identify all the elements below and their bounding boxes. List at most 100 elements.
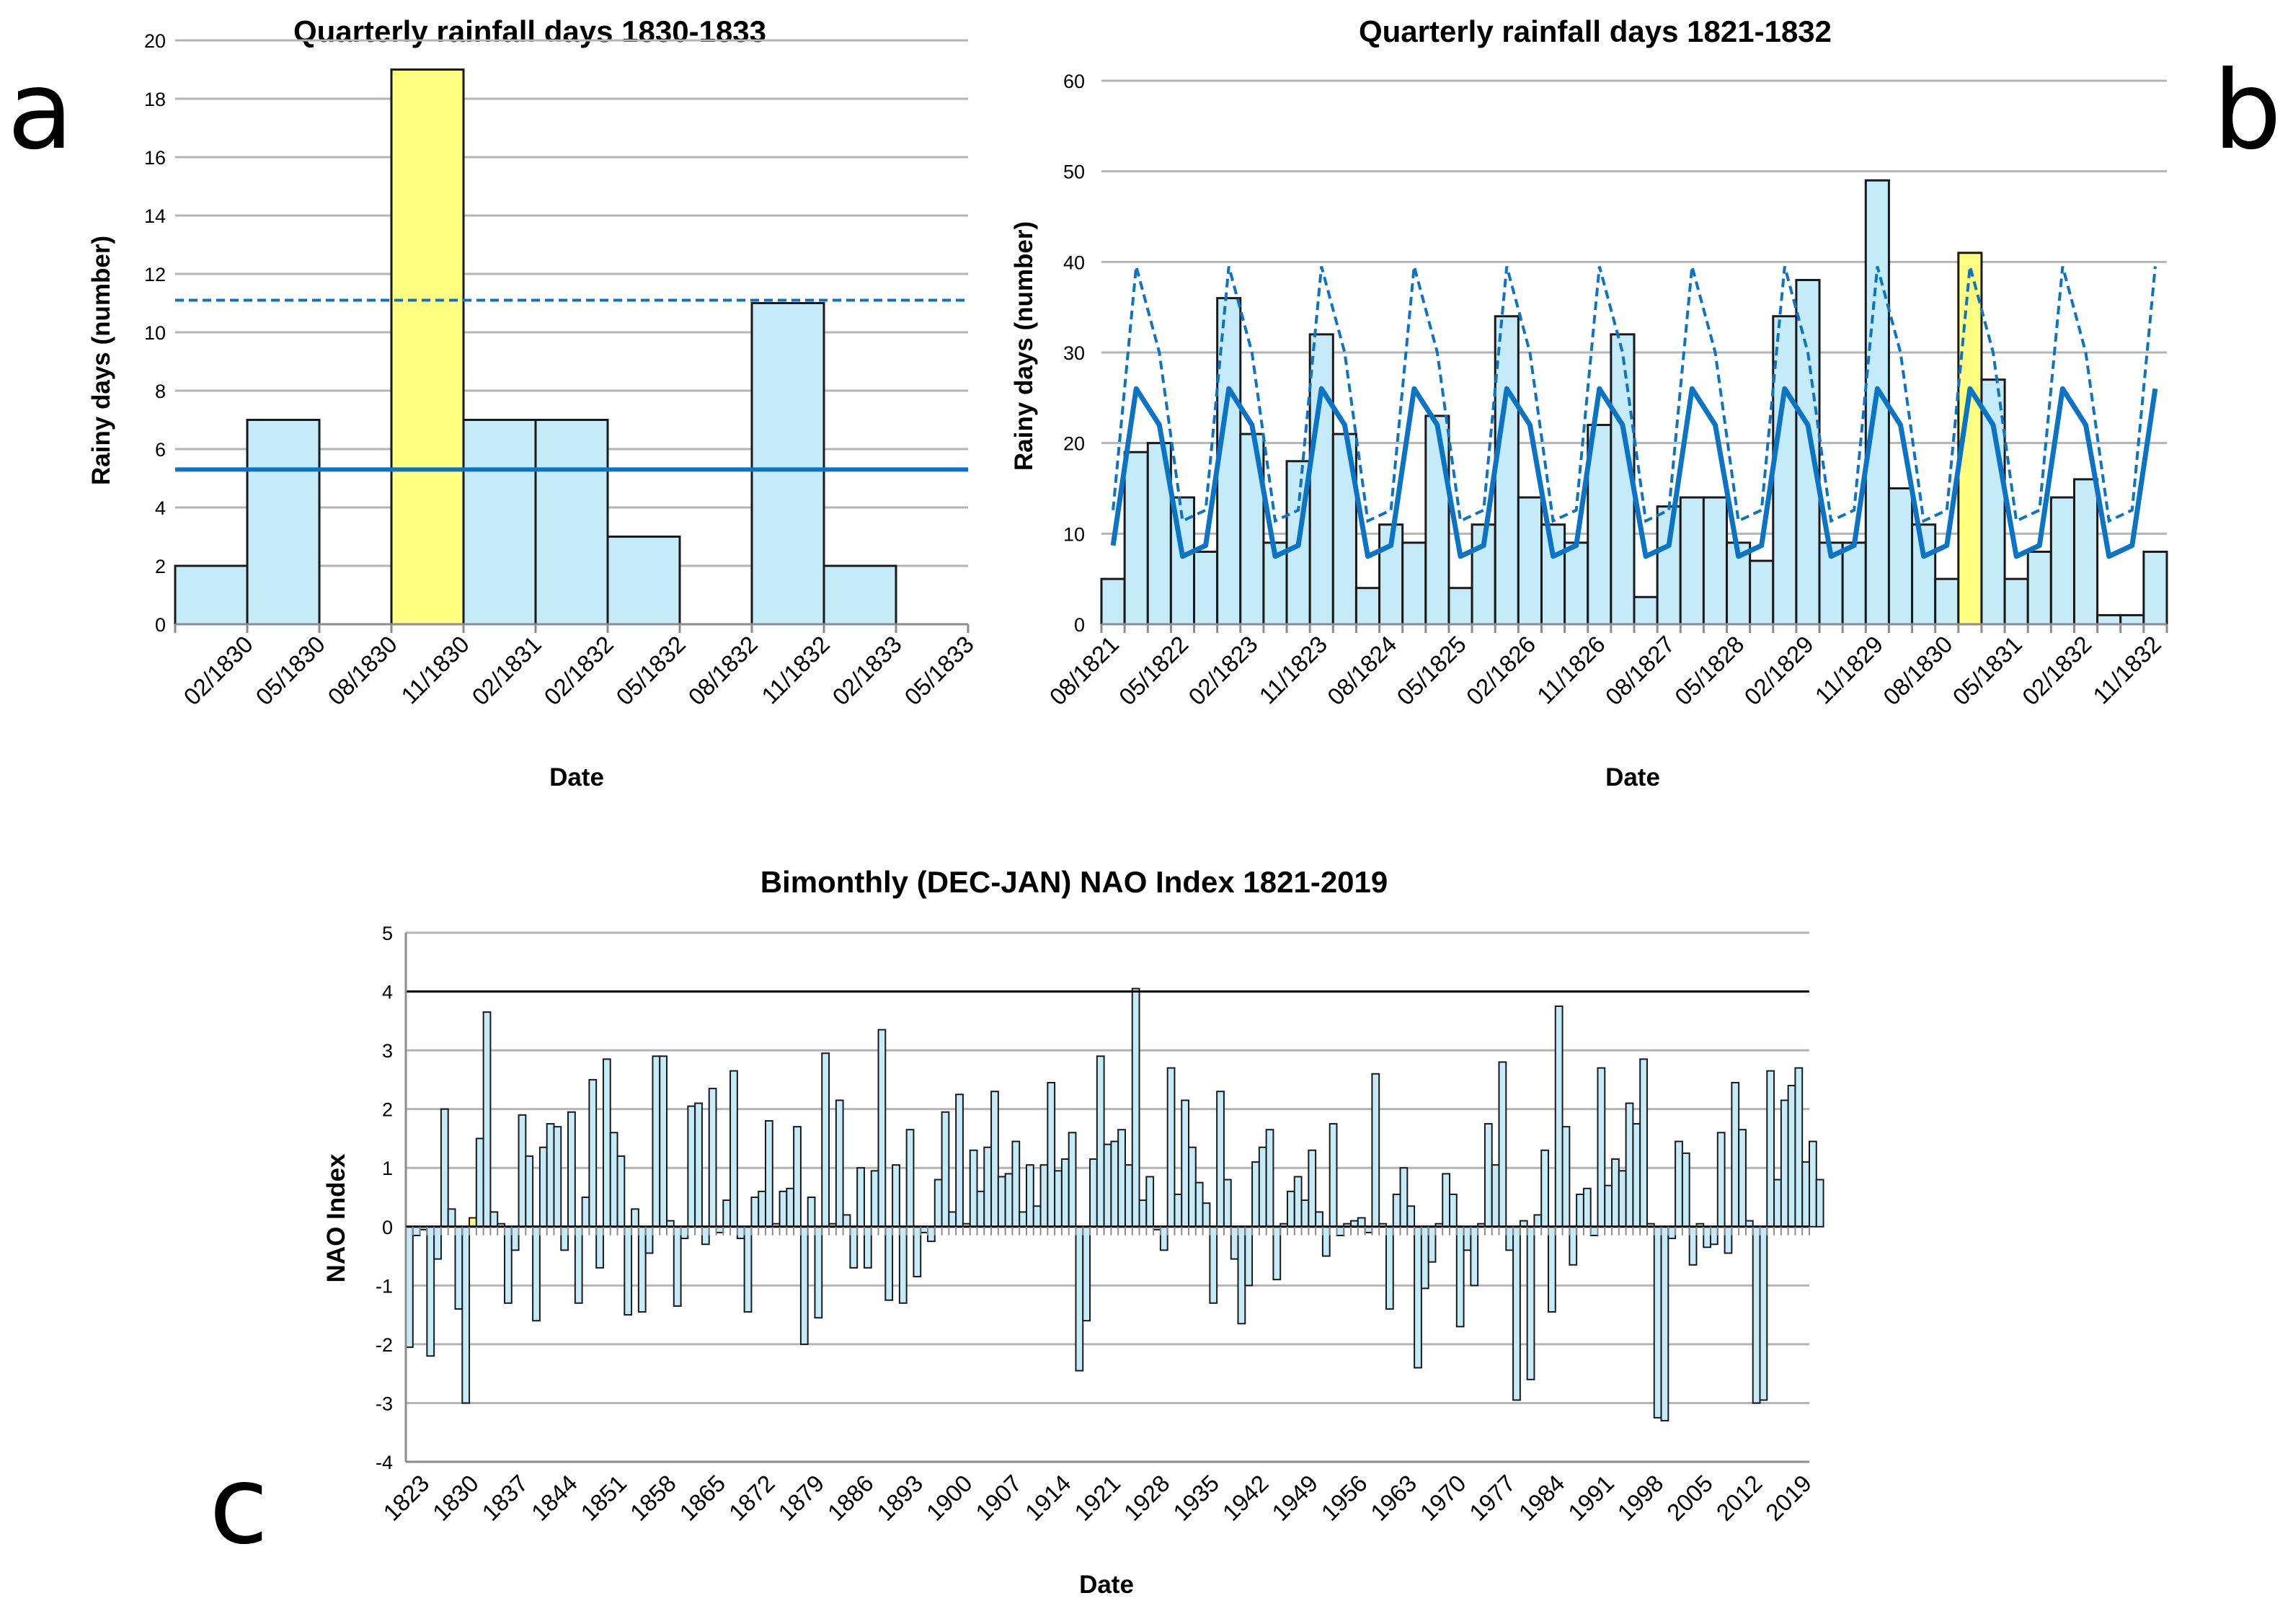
bar [1025,1164,1034,1228]
bar [1300,1199,1310,1228]
bar [1089,1158,1098,1228]
bar [1237,1225,1246,1325]
bar [1401,541,1427,626]
chart-b-bars [1100,179,2168,626]
bar [1512,1225,1521,1401]
bar [976,1190,985,1228]
seasonal-mean-line [1110,386,2158,559]
bar [1809,1140,1817,1228]
y-tick-label: 20 [144,30,166,52]
y-tick-label: 5 [382,923,393,944]
bar [941,1111,950,1228]
bar [652,1055,661,1228]
bar [2096,613,2122,626]
bar [532,1225,541,1322]
bar [1547,1225,1556,1313]
x-tick-label: 05/1833 [899,631,979,711]
bar [1251,1161,1260,1228]
bar [1611,1158,1620,1228]
x-tick-label: 1928 [1119,1470,1175,1526]
x-tick-label: 2019 [1760,1470,1817,1526]
bar [1569,1225,1578,1266]
bar [1032,1205,1042,1228]
bar [1618,1170,1627,1228]
x-tick-label: 1991 [1563,1470,1619,1526]
y-tick-label: -3 [376,1393,393,1414]
bar [948,1211,957,1228]
bar [1146,442,1172,626]
bar [821,1052,830,1228]
x-tick-label: 1914 [1020,1470,1076,1526]
bar [1103,1143,1112,1228]
bar [1505,1225,1514,1251]
bar [814,1225,823,1319]
bar [631,1208,639,1228]
bar [454,1225,464,1310]
bar [1887,487,1914,626]
bar [1308,1149,1317,1228]
bar [1540,1149,1549,1228]
bar [1656,505,1682,626]
x-tick-label: 2012 [1711,1470,1767,1526]
chart-b-lines [1110,266,2158,559]
bar [2119,613,2145,626]
bar [1679,496,1705,626]
x-tick-label: 05/1832 [611,631,691,711]
x-tick-label: 1900 [921,1470,977,1526]
bar [1082,1225,1091,1322]
bar [538,1146,548,1228]
bar [750,302,825,626]
highlighted-bar [469,1217,477,1228]
bar [1533,1214,1543,1228]
y-tick-label: 10 [1063,523,1085,545]
bar [1385,1225,1394,1310]
x-tick-label: 1823 [378,1470,434,1526]
bar [609,1132,618,1228]
bar [990,1091,999,1228]
chart-c-title: Bimonthly (DEC-JAN) NAO Index 1821-2019 [760,865,1388,899]
x-tick-label: 1837 [476,1470,533,1526]
bar [412,1225,421,1237]
bar [1354,587,1381,626]
bar [1703,1225,1712,1248]
chart-b-y-axis-label: Rainy days (number) [1010,221,1038,471]
x-tick-label: 02/1831 [466,631,546,711]
bar [1724,1225,1733,1254]
bar [1166,1067,1176,1228]
bar [503,1225,513,1304]
bar [1710,1225,1718,1246]
bar [701,1225,710,1246]
bar [433,1225,442,1260]
y-tick-label: 8 [155,381,166,402]
x-tick-label: 05/1825 [1391,631,1471,711]
bar [246,419,321,626]
bar [1604,1184,1613,1228]
bar [624,1225,633,1316]
bar [743,1225,753,1313]
bar [1752,1225,1761,1404]
chart-a-title: Quarterly rainfall days 1830-1833 [293,14,766,48]
bar [659,1055,668,1228]
chart-c-x-axis-label: Date [1079,1571,1134,1599]
x-tick-label: 05/1822 [1114,631,1194,711]
bar [1123,451,1149,626]
bar [1815,1179,1824,1228]
bar [1911,523,1937,626]
x-tick-label: 11/1823 [1254,631,1332,709]
y-tick-label: 50 [1063,161,1085,183]
bar [892,1164,900,1228]
bar [1054,1170,1063,1228]
bar [1181,1099,1190,1228]
bar [174,564,249,626]
x-tick-label: 02/1829 [1739,631,1819,711]
panel-label-a: a [7,48,74,174]
bar [856,1167,865,1228]
bar [525,1155,534,1228]
bar [2072,478,2099,626]
bar [546,1123,555,1228]
bar [1399,1167,1409,1228]
bar [1576,1193,1584,1228]
y-tick-label: 6 [155,439,166,461]
bar [1582,1187,1592,1228]
bar [1934,577,1960,626]
